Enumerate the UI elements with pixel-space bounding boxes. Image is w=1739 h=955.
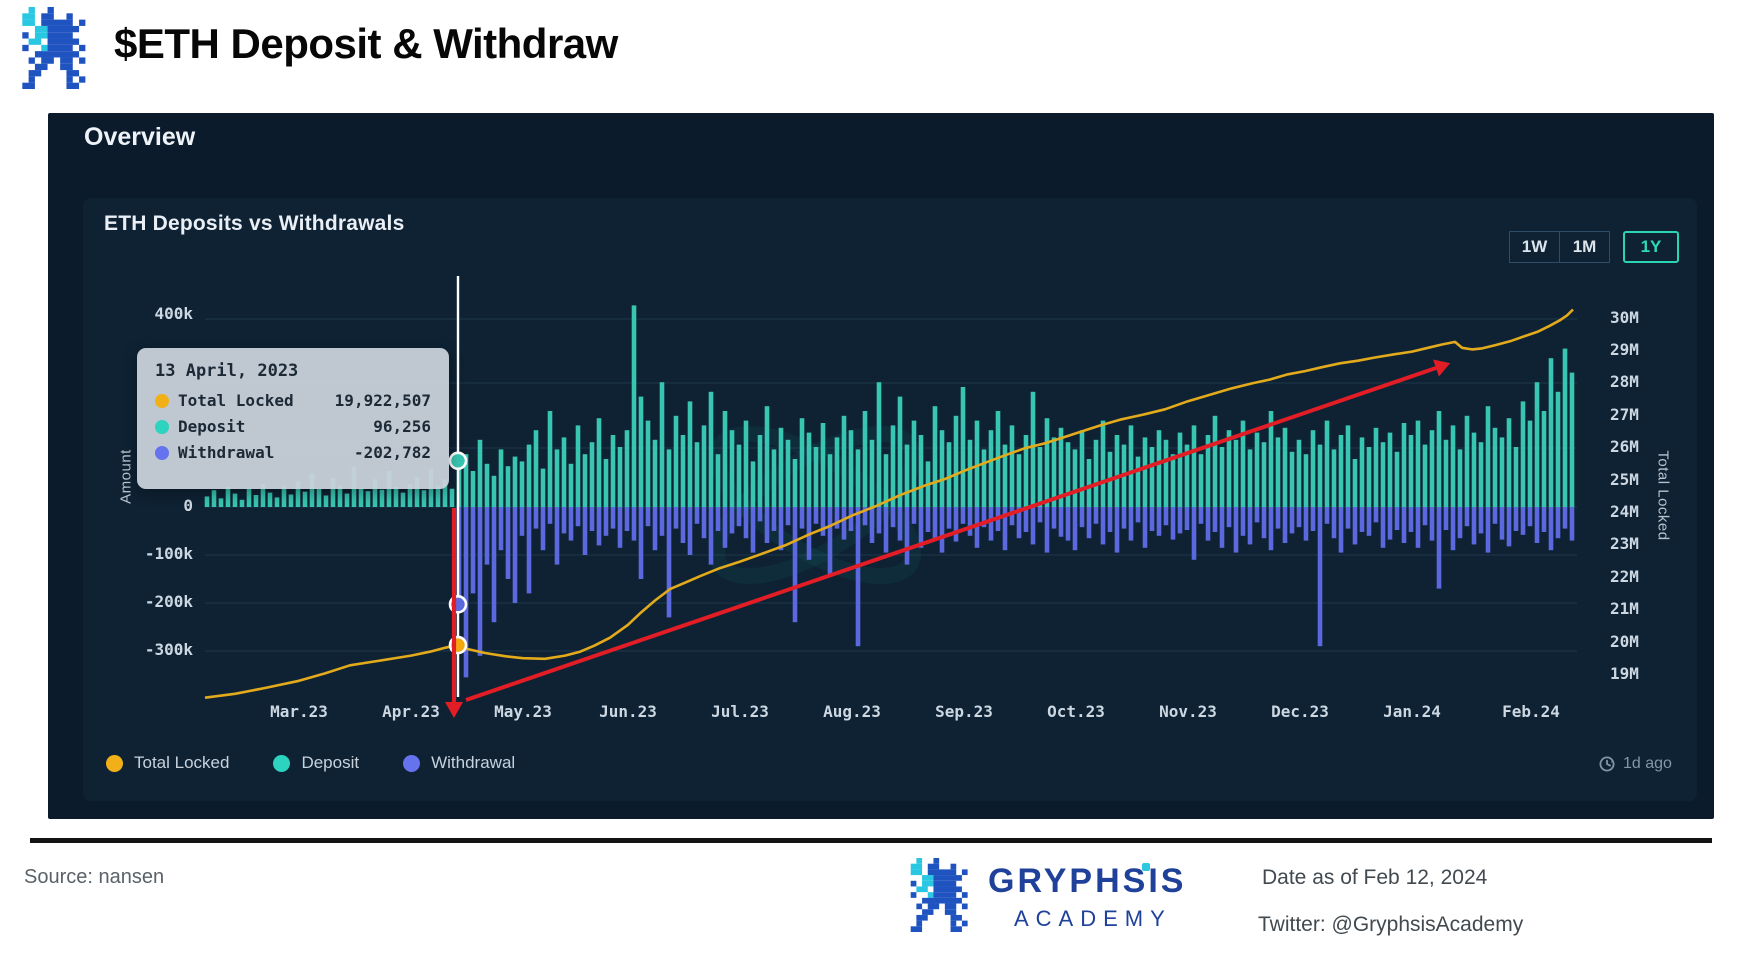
tooltip-date: 13 April, 2023 — [155, 361, 299, 381]
brand-subtitle: ACADEMY — [1014, 906, 1172, 931]
y-axis-left-name: Amount — [117, 449, 135, 504]
range-button-1y[interactable]: 1Y — [1623, 231, 1679, 263]
legend-dot — [403, 754, 421, 772]
y-axis-right-label: 28M — [1610, 372, 1639, 391]
tooltip-row: Deposit 96,256 — [155, 417, 431, 436]
legend-item-withdrawal[interactable]: Withdrawal — [403, 753, 515, 773]
source-label: Source: nansen — [24, 866, 165, 888]
legend-item-total-locked[interactable]: Total Locked — [106, 753, 229, 773]
y-axis-left-label: 0 — [183, 496, 193, 515]
overview-heading: Overview — [84, 123, 196, 151]
footer-date: Date as of Feb 12, 2024 — [1262, 866, 1488, 889]
x-axis-label: Oct.23 — [1047, 702, 1105, 721]
x-axis-label: Dec.23 — [1271, 702, 1329, 721]
y-axis-right-label: 21M — [1610, 599, 1639, 618]
x-axis-label: Aug.23 — [823, 702, 881, 721]
brand-i-dot — [1142, 863, 1150, 871]
history-clock-icon — [1599, 756, 1615, 772]
y-axis-right-label: 20M — [1610, 632, 1639, 651]
x-axis-label: Jul.23 — [711, 702, 769, 721]
tooltip-series-dot — [155, 419, 169, 434]
y-axis-right-name: Total Locked — [1654, 450, 1672, 541]
x-axis-label: Apr.23 — [382, 702, 440, 721]
y-axis-right-label: 22M — [1610, 567, 1639, 586]
tooltip-series-value: -202,782 — [353, 443, 431, 462]
time-range-selector: 1W 1M 1Y — [1509, 231, 1679, 263]
range-button-1w[interactable]: 1W — [1509, 231, 1560, 263]
tooltip-series-label: Withdrawal — [178, 443, 275, 462]
x-axis-label: Sep.23 — [935, 702, 993, 721]
chart-legend: Total Locked Deposit Withdrawal — [106, 753, 515, 773]
tooltip-series-value: 19,922,507 — [334, 391, 431, 410]
y-axis-right-label: 24M — [1610, 502, 1639, 521]
y-axis-right-label: 27M — [1610, 405, 1639, 424]
x-axis-label: Feb.24 — [1502, 702, 1560, 721]
gryphsis-dragon-logo — [22, 7, 86, 89]
tooltip-row: Withdrawal -202,782 — [155, 443, 431, 462]
last-updated: 1d ago — [1598, 755, 1672, 773]
tooltip-series-dot — [155, 393, 169, 408]
y-axis-right-label: 23M — [1610, 534, 1639, 553]
y-axis-right-label: 29M — [1610, 340, 1639, 359]
legend-dot — [273, 754, 291, 772]
footer-twitter: Twitter: @GryphsisAcademy — [1258, 913, 1524, 936]
tooltip-rows: Total Locked 19,922,507 Deposit 96,256 Withd… — [155, 391, 431, 462]
legend-label: Total Locked — [134, 753, 230, 772]
x-axis-label: Nov.23 — [1159, 702, 1217, 721]
tooltip-series-label: Deposit — [178, 417, 246, 436]
tooltip-series-dot — [155, 445, 169, 460]
chart-title: ETH Deposits vs Withdrawals — [104, 212, 405, 235]
x-axis-label: Mar.23 — [270, 702, 328, 721]
footer-divider — [30, 838, 1712, 843]
tooltip-row: Total Locked 19,922,507 — [155, 391, 431, 410]
tooltip-series-label: Total Locked — [178, 391, 294, 410]
y-axis-right-label: 30M — [1610, 308, 1639, 327]
x-axis-label: Jan.24 — [1383, 702, 1441, 721]
legend-label: Deposit — [301, 753, 360, 772]
gryphsis-dragon-logo-footer — [910, 858, 968, 932]
y-axis-left-label: -200k — [144, 592, 193, 611]
last-updated-text: 1d ago — [1623, 755, 1672, 772]
y-axis-left-label: 400k — [154, 304, 193, 323]
y-axis-right-label: 19M — [1610, 664, 1639, 683]
x-axis-label: May.23 — [494, 702, 552, 721]
y-axis-right-label: 26M — [1610, 437, 1639, 456]
brand-name: GRYPHSIS — [988, 862, 1187, 900]
x-axis-label: Jun.23 — [599, 702, 657, 721]
legend-item-deposit[interactable]: Deposit — [273, 753, 359, 773]
legend-dot — [106, 754, 123, 772]
legend-label: Withdrawal — [431, 753, 516, 772]
range-button-1m[interactable]: 1M — [1559, 231, 1610, 263]
y-axis-left-label: -100k — [144, 544, 193, 563]
y-axis-left-label: -300k — [144, 640, 193, 659]
y-axis-right-label: 25M — [1610, 470, 1639, 489]
chart-tooltip: 13 April, 2023 Total Locked 19,922,507 Dep… — [137, 348, 449, 489]
page-title: $ETH Deposit & Withdraw — [114, 20, 618, 67]
tooltip-series-value: 96,256 — [373, 417, 431, 436]
